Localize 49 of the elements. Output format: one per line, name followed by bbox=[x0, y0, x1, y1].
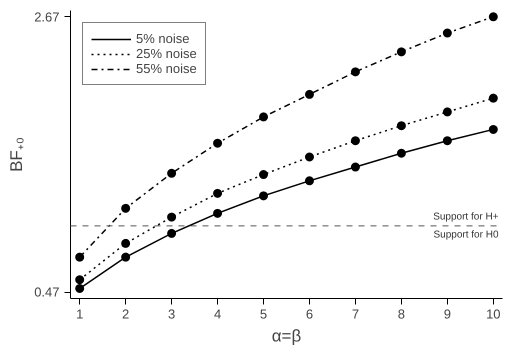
x-axis-title: α=β bbox=[272, 326, 302, 346]
point bbox=[396, 121, 406, 130]
point bbox=[304, 90, 314, 99]
point bbox=[350, 67, 360, 76]
x-tick-label: 1 bbox=[76, 306, 84, 322]
x-tick-label: 9 bbox=[444, 306, 451, 322]
point bbox=[213, 208, 222, 218]
point bbox=[488, 124, 498, 134]
y-axis-title: BF₊₀ bbox=[7, 137, 26, 172]
point bbox=[213, 138, 222, 148]
point bbox=[442, 28, 452, 38]
x-tick-label: 3 bbox=[168, 306, 176, 322]
point bbox=[167, 168, 176, 178]
point bbox=[396, 148, 406, 158]
x-tick-label: 5 bbox=[260, 306, 268, 322]
point bbox=[350, 136, 360, 146]
point bbox=[488, 94, 498, 103]
point bbox=[304, 176, 314, 186]
y-tick-label: 2.67 bbox=[34, 9, 60, 24]
y-tick-label: 0.47 bbox=[34, 284, 60, 300]
point bbox=[442, 107, 452, 116]
point bbox=[488, 12, 498, 22]
point bbox=[121, 204, 130, 213]
annotation: Support for H+ bbox=[433, 211, 499, 222]
x-tick-label: 8 bbox=[398, 306, 406, 322]
x-tick-label: 4 bbox=[214, 306, 222, 322]
point bbox=[259, 191, 268, 200]
legend-label: 55% noise bbox=[136, 61, 197, 76]
annotation: Support for H0 bbox=[433, 229, 499, 240]
point bbox=[442, 136, 452, 146]
point bbox=[304, 152, 314, 162]
point bbox=[75, 252, 84, 262]
x-tick-label: 2 bbox=[122, 306, 130, 322]
point bbox=[396, 47, 406, 56]
point bbox=[75, 275, 84, 284]
point bbox=[75, 284, 84, 293]
legend-label: 25% noise bbox=[136, 46, 197, 61]
point bbox=[213, 188, 222, 198]
x-tick-label: 6 bbox=[306, 306, 314, 322]
point bbox=[350, 162, 360, 172]
point bbox=[259, 170, 268, 180]
point bbox=[167, 228, 176, 238]
point bbox=[121, 238, 130, 248]
point bbox=[167, 212, 176, 222]
point bbox=[259, 112, 268, 122]
legend-label: 5% noise bbox=[136, 31, 190, 46]
x-tick-label: 10 bbox=[486, 306, 501, 322]
x-tick-label: 7 bbox=[352, 306, 360, 322]
point bbox=[121, 252, 130, 262]
